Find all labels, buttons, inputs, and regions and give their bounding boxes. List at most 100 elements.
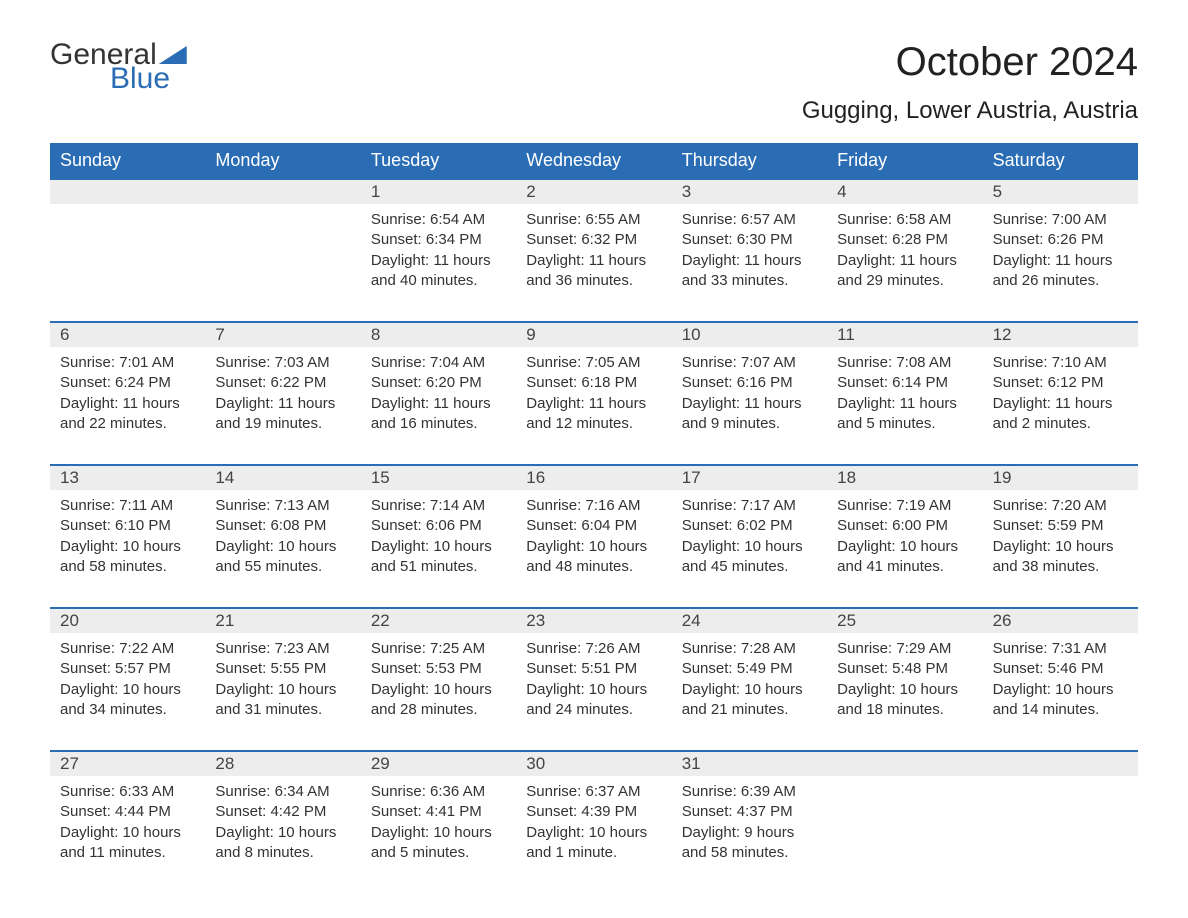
day-number: 29 [361, 752, 516, 776]
day-header: Tuesday [361, 143, 516, 178]
calendar-cell [983, 776, 1138, 893]
day-header-row: Sunday Monday Tuesday Wednesday Thursday… [50, 143, 1138, 178]
sunset-text: Sunset: 4:39 PM [526, 802, 661, 822]
day2-text: and 29 minutes. [837, 271, 972, 291]
day1-text: Daylight: 11 hours [682, 394, 817, 414]
sunset-text: Sunset: 6:08 PM [215, 516, 350, 536]
day1-text: Daylight: 11 hours [526, 394, 661, 414]
calendar-cell: Sunrise: 6:58 AMSunset: 6:28 PMDaylight:… [827, 204, 982, 321]
day2-text: and 2 minutes. [993, 414, 1128, 434]
day2-text: and 40 minutes. [371, 271, 506, 291]
day2-text: and 36 minutes. [526, 271, 661, 291]
week-row: 2728293031Sunrise: 6:33 AMSunset: 4:44 P… [50, 750, 1138, 893]
day2-text: and 38 minutes. [993, 557, 1128, 577]
day-number: 6 [50, 323, 205, 347]
day-number: 17 [672, 466, 827, 490]
day1-text: Daylight: 10 hours [993, 537, 1128, 557]
sunset-text: Sunset: 5:51 PM [526, 659, 661, 679]
day1-text: Daylight: 11 hours [526, 251, 661, 271]
sunset-text: Sunset: 4:37 PM [682, 802, 817, 822]
day-number: 10 [672, 323, 827, 347]
week-row: 13141516171819Sunrise: 7:11 AMSunset: 6:… [50, 464, 1138, 607]
day2-text: and 12 minutes. [526, 414, 661, 434]
week-row: 20212223242526Sunrise: 7:22 AMSunset: 5:… [50, 607, 1138, 750]
sunset-text: Sunset: 5:49 PM [682, 659, 817, 679]
day1-text: Daylight: 10 hours [215, 537, 350, 557]
day-header: Friday [827, 143, 982, 178]
day-number: 27 [50, 752, 205, 776]
day2-text: and 31 minutes. [215, 700, 350, 720]
sunrise-text: Sunrise: 7:20 AM [993, 496, 1128, 516]
day-number: 25 [827, 609, 982, 633]
sunrise-text: Sunrise: 7:13 AM [215, 496, 350, 516]
day2-text: and 55 minutes. [215, 557, 350, 577]
day1-text: Daylight: 10 hours [371, 823, 506, 843]
day-number: 14 [205, 466, 360, 490]
day1-text: Daylight: 11 hours [371, 394, 506, 414]
day2-text: and 5 minutes. [371, 843, 506, 863]
sunset-text: Sunset: 4:42 PM [215, 802, 350, 822]
sunrise-text: Sunrise: 6:39 AM [682, 782, 817, 802]
day1-text: Daylight: 11 hours [371, 251, 506, 271]
day1-text: Daylight: 11 hours [682, 251, 817, 271]
day-number [827, 752, 982, 776]
header: General Blue October 2024 Gugging, Lower… [50, 40, 1138, 125]
calendar-cell [205, 204, 360, 321]
day-header: Saturday [983, 143, 1138, 178]
day-number: 30 [516, 752, 671, 776]
sunset-text: Sunset: 5:57 PM [60, 659, 195, 679]
location: Gugging, Lower Austria, Austria [802, 97, 1138, 125]
sunrise-text: Sunrise: 6:37 AM [526, 782, 661, 802]
daynum-row: 20212223242526 [50, 609, 1138, 633]
daynum-row: 13141516171819 [50, 466, 1138, 490]
day1-text: Daylight: 11 hours [215, 394, 350, 414]
sunset-text: Sunset: 6:16 PM [682, 373, 817, 393]
day2-text: and 48 minutes. [526, 557, 661, 577]
month-title: October 2024 [802, 40, 1138, 85]
sunset-text: Sunset: 6:14 PM [837, 373, 972, 393]
logo-word2: Blue [110, 64, 170, 94]
calendar-cell: Sunrise: 7:07 AMSunset: 6:16 PMDaylight:… [672, 347, 827, 464]
day2-text: and 5 minutes. [837, 414, 972, 434]
calendar-cell: Sunrise: 7:14 AMSunset: 6:06 PMDaylight:… [361, 490, 516, 607]
day-number: 18 [827, 466, 982, 490]
title-block: October 2024 Gugging, Lower Austria, Aus… [802, 40, 1138, 125]
sunrise-text: Sunrise: 7:03 AM [215, 353, 350, 373]
sunrise-text: Sunrise: 7:29 AM [837, 639, 972, 659]
day-number: 3 [672, 180, 827, 204]
day-number [983, 752, 1138, 776]
sunset-text: Sunset: 5:48 PM [837, 659, 972, 679]
day2-text: and 26 minutes. [993, 271, 1128, 291]
daynum-row: 2728293031 [50, 752, 1138, 776]
sunset-text: Sunset: 6:24 PM [60, 373, 195, 393]
day-header: Thursday [672, 143, 827, 178]
sunrise-text: Sunrise: 7:10 AM [993, 353, 1128, 373]
day-number: 12 [983, 323, 1138, 347]
sunset-text: Sunset: 5:53 PM [371, 659, 506, 679]
day1-text: Daylight: 10 hours [215, 823, 350, 843]
sunrise-text: Sunrise: 7:04 AM [371, 353, 506, 373]
sunrise-text: Sunrise: 7:23 AM [215, 639, 350, 659]
sunrise-text: Sunrise: 7:22 AM [60, 639, 195, 659]
day-number: 24 [672, 609, 827, 633]
day2-text: and 18 minutes. [837, 700, 972, 720]
calendar-cell: Sunrise: 7:25 AMSunset: 5:53 PMDaylight:… [361, 633, 516, 750]
day1-text: Daylight: 10 hours [60, 680, 195, 700]
sunset-text: Sunset: 6:28 PM [837, 230, 972, 250]
calendar-cell: Sunrise: 6:57 AMSunset: 6:30 PMDaylight:… [672, 204, 827, 321]
day2-text: and 33 minutes. [682, 271, 817, 291]
calendar-cell: Sunrise: 7:00 AMSunset: 6:26 PMDaylight:… [983, 204, 1138, 321]
day-number: 9 [516, 323, 671, 347]
calendar-cell: Sunrise: 6:34 AMSunset: 4:42 PMDaylight:… [205, 776, 360, 893]
calendar-cell: Sunrise: 7:11 AMSunset: 6:10 PMDaylight:… [50, 490, 205, 607]
day2-text: and 9 minutes. [682, 414, 817, 434]
day-number: 13 [50, 466, 205, 490]
day2-text: and 45 minutes. [682, 557, 817, 577]
day1-text: Daylight: 10 hours [371, 680, 506, 700]
day2-text: and 34 minutes. [60, 700, 195, 720]
calendar-cell: Sunrise: 7:23 AMSunset: 5:55 PMDaylight:… [205, 633, 360, 750]
sunrise-text: Sunrise: 7:28 AM [682, 639, 817, 659]
calendar-cell: Sunrise: 7:26 AMSunset: 5:51 PMDaylight:… [516, 633, 671, 750]
calendar-cell: Sunrise: 7:01 AMSunset: 6:24 PMDaylight:… [50, 347, 205, 464]
week-row: 12345Sunrise: 6:54 AMSunset: 6:34 PMDayl… [50, 178, 1138, 321]
